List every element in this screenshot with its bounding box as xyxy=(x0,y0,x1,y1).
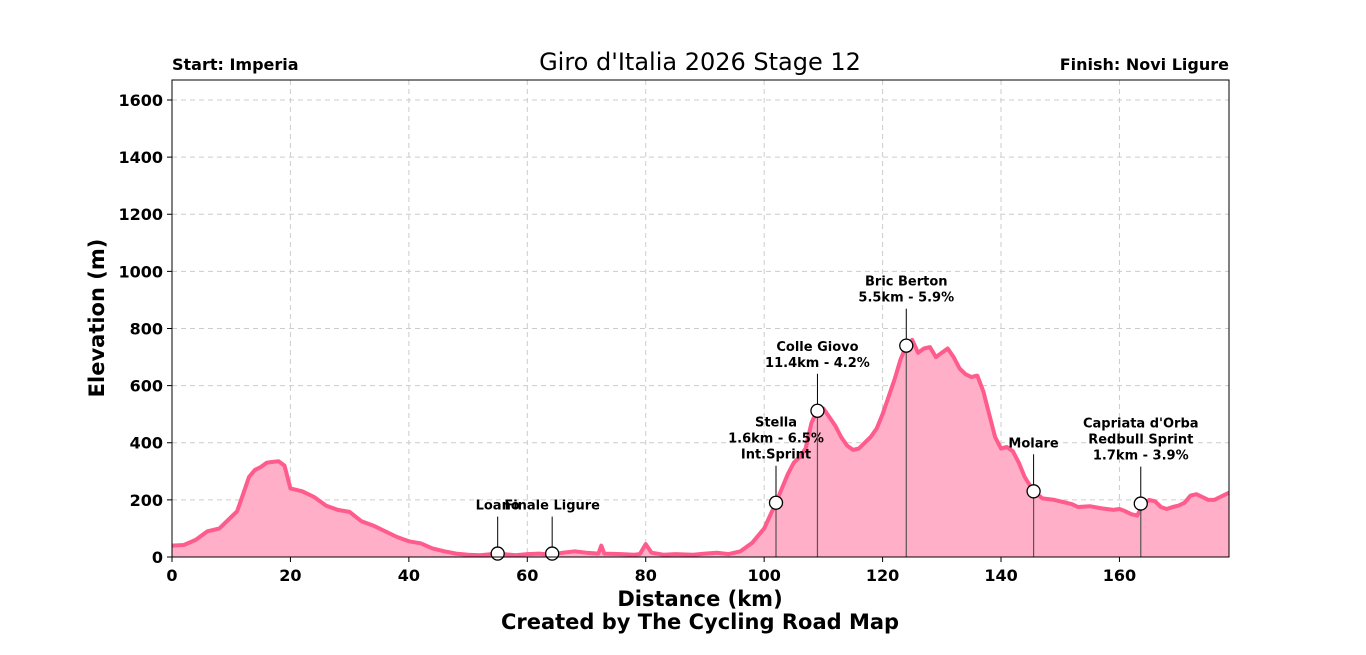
y-axis-ticks: 0 200 400 600 800 1000 1200 1400 1600 xyxy=(118,91,172,567)
x-tick-label: 160 xyxy=(1103,566,1136,585)
x-tick-label: 100 xyxy=(747,566,780,585)
y-tick-label: 400 xyxy=(130,434,163,453)
grid-lines xyxy=(171,80,1229,558)
marker-circle xyxy=(545,546,560,561)
x-tick-label: 60 xyxy=(516,566,538,585)
marker-circle xyxy=(490,546,505,561)
marker-circle xyxy=(768,495,784,510)
annotation-label: Stella xyxy=(755,416,797,431)
annotation-label: 5.5km - 5.9% xyxy=(858,291,954,306)
annotation-label: Capriata d'Orba xyxy=(1083,417,1199,432)
marker-circle xyxy=(1026,484,1041,499)
x-tick-label: 0 xyxy=(166,566,177,585)
y-tick-label: 800 xyxy=(130,319,163,338)
x-axis-ticks: 0 20 40 60 80 100 120 140 160 xyxy=(166,557,1136,585)
x-axis-label: Distance (km) xyxy=(617,587,782,611)
annotation-label: Redbull Sprint xyxy=(1088,433,1193,448)
x-tick-label: 20 xyxy=(279,566,301,585)
climb-marker: Finale Ligure xyxy=(504,499,600,561)
y-tick-label: 1000 xyxy=(118,262,163,281)
y-tick-label: 200 xyxy=(130,491,163,510)
y-tick-label: 1600 xyxy=(118,91,163,110)
y-tick-label: 0 xyxy=(152,548,163,567)
elevation-area xyxy=(172,339,1229,557)
marker-circle xyxy=(1133,496,1148,511)
chart-title: Giro d'Italia 2026 Stage 12 xyxy=(539,48,861,76)
y-tick-label: 1200 xyxy=(118,205,163,224)
annotation-label: 11.4km - 4.2% xyxy=(765,356,870,371)
climb-marker: Molare xyxy=(1008,436,1059,557)
marker-circle xyxy=(899,338,914,353)
annotation-label: Loano xyxy=(476,499,520,514)
annotation-label: Molare xyxy=(1008,436,1059,451)
annotation-label: Int.Sprint xyxy=(741,448,811,463)
y-axis-label: Elevation (m) xyxy=(85,239,109,398)
x-tick-label: 40 xyxy=(398,566,420,585)
x-tick-label: 140 xyxy=(984,566,1017,585)
credit-text: Created by The Cycling Road Map xyxy=(501,610,899,634)
finish-label: Finish: Novi Ligure xyxy=(1060,55,1229,74)
annotation-label: Bric Berton xyxy=(865,275,948,290)
marker-circle xyxy=(810,403,825,418)
elevation-line xyxy=(171,337,1230,558)
y-tick-label: 600 xyxy=(130,377,163,396)
annotation-label: Colle Giovo xyxy=(776,340,858,355)
plot-frame xyxy=(171,79,1230,558)
annotation-label: 1.6km - 6.5% xyxy=(728,432,824,447)
x-tick-label: 120 xyxy=(866,566,899,585)
annotation-label: 1.7km - 3.9% xyxy=(1093,449,1189,464)
x-tick-label: 80 xyxy=(635,566,657,585)
annotation-label: Finale Ligure xyxy=(504,499,600,514)
y-tick-label: 1400 xyxy=(118,148,163,167)
start-label: Start: Imperia xyxy=(172,55,299,74)
